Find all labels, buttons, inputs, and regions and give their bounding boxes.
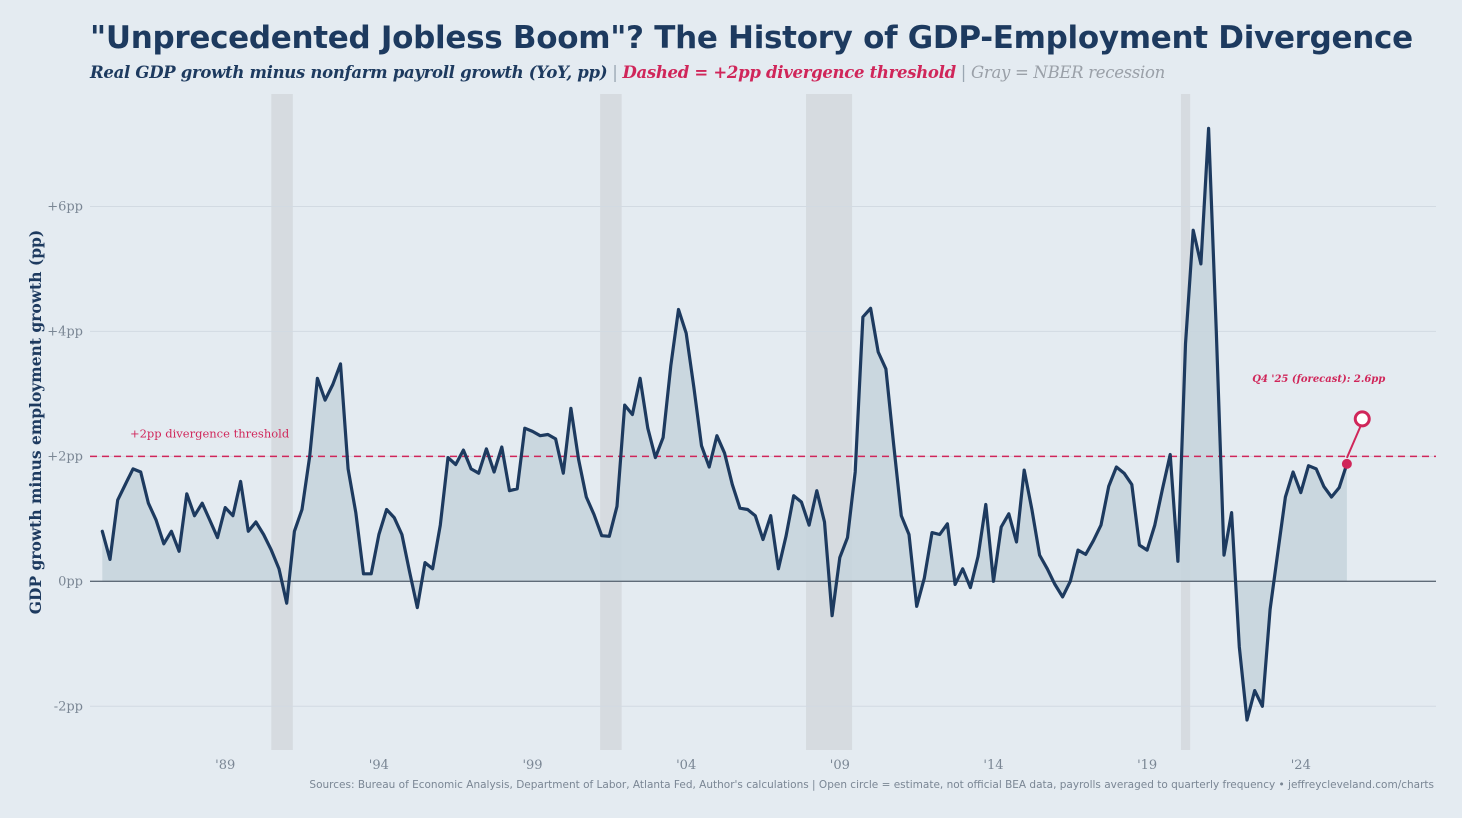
x-axis-ticks: '89 '94 '99 '04 '09 '14 '19 '24 [215,758,1311,773]
subtitle-main: Real GDP growth minus nonfarm payroll gr… [90,63,608,82]
y-tick-label: +4pp [47,324,83,339]
subtitle-separator: | [607,63,623,82]
y-tick-label: 0pp [58,574,83,589]
forecast-connector [1345,426,1362,459]
recession-band [806,94,853,750]
last-data-point [1341,458,1352,469]
subtitle-gray-key: Gray [970,63,1011,82]
threshold-label: +2pp divergence threshold [130,426,290,440]
y-tick-label: -2pp [54,699,83,714]
divergence-area [102,128,1347,720]
x-tick-label: '14 [983,758,1003,773]
source-note: Sources: Bureau of Economic Analysis, De… [309,779,1434,791]
forecast-point [1353,410,1371,428]
y-tick-label: +2pp [47,449,83,464]
recession-band [600,94,622,750]
chart-title: "Unprecedented Jobless Boom"? The Histor… [90,20,1413,56]
x-tick-label: '04 [676,758,696,773]
y-axis-label: GDP growth minus employment growth (pp) [26,230,45,614]
x-tick-label: '99 [522,758,542,773]
y-tick-label: +6pp [47,199,83,214]
recession-band [271,94,293,750]
x-tick-label: '24 [1291,758,1311,773]
divergence-line [100,126,1349,722]
subtitle-dashed-definition: = +2pp divergence threshold [688,63,956,82]
chart-subtitle: Real GDP growth minus nonfarm payroll gr… [90,63,1165,82]
x-tick-label: '09 [830,758,850,773]
subtitle-gray-definition: = NBER recession [1010,63,1165,82]
x-tick-label: '89 [215,758,235,773]
forecast-label: Q4 '25 (forecast): 2.6pp [1252,374,1385,385]
recession-bands [271,94,1191,750]
y-axis-ticks: -2pp 0pp +2pp +4pp +6pp [47,199,83,714]
subtitle-separator: | [955,63,971,82]
x-tick-label: '19 [1137,758,1157,773]
x-tick-label: '94 [369,758,389,773]
subtitle-dashed-key: Dashed [622,63,689,82]
